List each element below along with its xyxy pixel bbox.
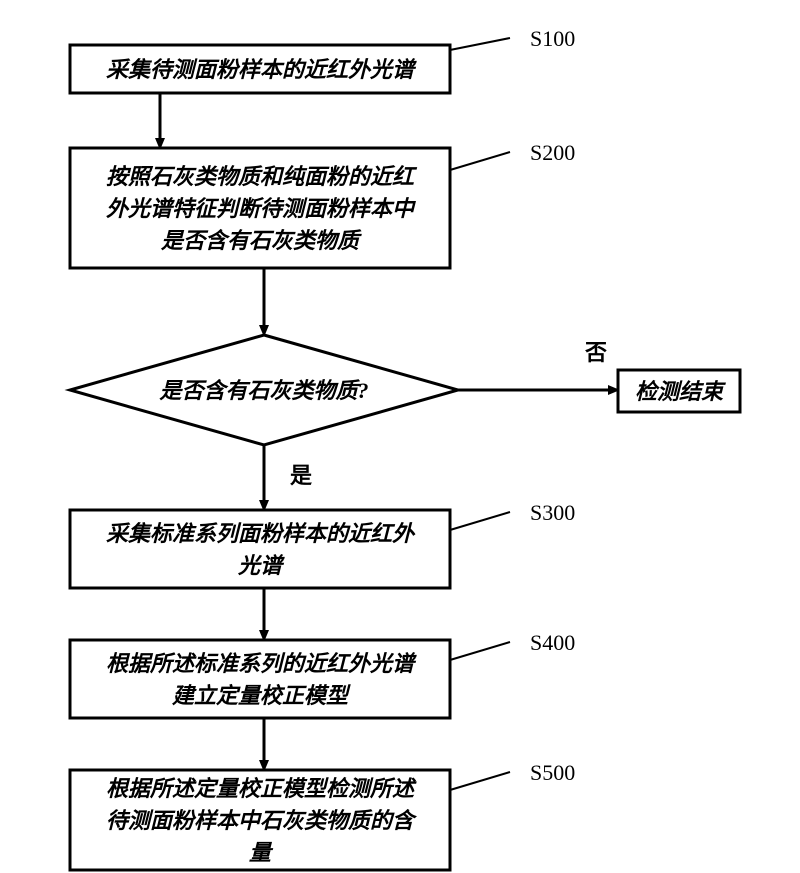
svg-text:否: 否 <box>584 340 607 365</box>
svg-text:按照石灰类物质和纯面粉的近红: 按照石灰类物质和纯面粉的近红 <box>106 164 418 189</box>
svg-text:采集标准系列面粉样本的近红外: 采集标准系列面粉样本的近红外 <box>106 521 416 546</box>
svg-text:是: 是 <box>290 463 312 488</box>
svg-text:待测面粉样本中石灰类物质的含: 待测面粉样本中石灰类物质的含 <box>106 808 418 833</box>
svg-text:量: 量 <box>249 840 274 865</box>
svg-text:检测结束: 检测结束 <box>635 379 726 404</box>
svg-text:根据所述定量校正模型检测所述: 根据所述定量校正模型检测所述 <box>106 776 417 801</box>
svg-text:建立定量校正模型: 建立定量校正模型 <box>171 683 351 708</box>
svg-text:是否含有石灰类物质?: 是否含有石灰类物质? <box>158 378 368 403</box>
svg-text:外光谱特征判断待测面粉样本中: 外光谱特征判断待测面粉样本中 <box>106 196 416 221</box>
svg-text:光谱: 光谱 <box>237 553 285 578</box>
svg-text:S200: S200 <box>530 140 575 165</box>
svg-text:S400: S400 <box>530 630 575 655</box>
svg-text:S100: S100 <box>530 26 575 51</box>
flowchart-canvas: 否是 采集待测面粉样本的近红外光谱 S100 按照石灰类物质和纯面粉的近红外光谱特征判… <box>0 0 800 873</box>
svg-text:S300: S300 <box>530 500 575 525</box>
svg-text:采集待测面粉样本的近红外光谱: 采集待测面粉样本的近红外光谱 <box>106 57 417 82</box>
svg-text:根据所述标准系列的近红外光谱: 根据所述标准系列的近红外光谱 <box>106 651 417 676</box>
svg-text:是否含有石灰类物质: 是否含有石灰类物质 <box>160 228 362 253</box>
svg-text:S500: S500 <box>530 760 575 785</box>
